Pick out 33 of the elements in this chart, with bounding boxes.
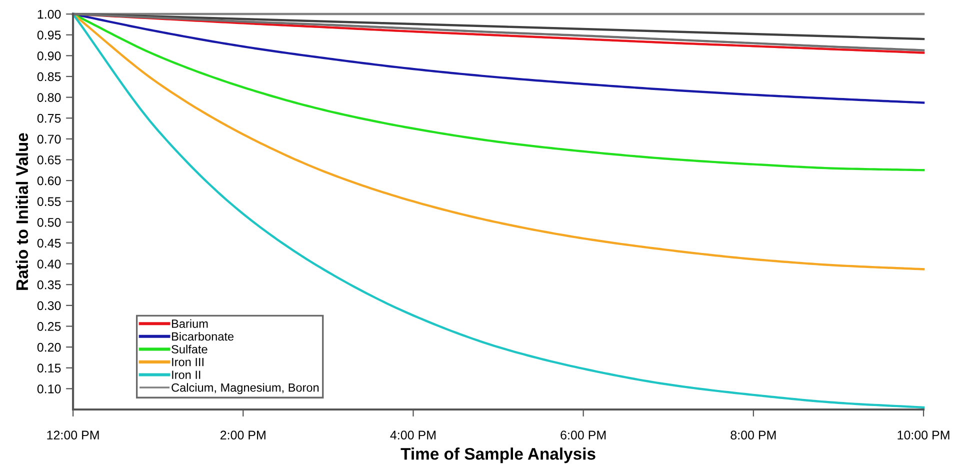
legend-label: Iron II xyxy=(172,370,200,379)
legend-label: Iron III xyxy=(172,358,204,366)
y-tick-label: 0.35 xyxy=(37,280,61,290)
y-tick-label: 0.15 xyxy=(37,364,61,373)
y-tick-label: 0.85 xyxy=(37,72,61,82)
y-tick-label: 0.25 xyxy=(37,322,61,331)
y-tick-label: 0.40 xyxy=(37,260,61,268)
x-tick-label: 4:00 PM xyxy=(390,430,436,440)
y-tick-label: 0.55 xyxy=(37,197,61,206)
y-tick-label: 0.30 xyxy=(37,301,61,310)
x-tick-label: 12:00 PM xyxy=(47,430,99,440)
legend-label: Barium xyxy=(172,319,208,328)
y-tick-label: 0.20 xyxy=(37,342,61,352)
x-tick-label: 8:00 PM xyxy=(730,430,776,440)
legend-label: Sulfate xyxy=(172,344,208,354)
y-tick-label: 0.95 xyxy=(37,30,61,40)
y-tick-label: 0.70 xyxy=(37,134,61,144)
x-tick-label: 10:00 PM xyxy=(898,430,950,440)
y-tick-label: 1.00 xyxy=(38,10,61,19)
y-tick-label: 0.45 xyxy=(37,238,61,248)
y-tick-label: 0.65 xyxy=(37,156,61,164)
y-tick-label: 0.50 xyxy=(37,218,61,227)
x-tick-label: 6:00 PM xyxy=(560,430,606,440)
y-tick-label: 0.60 xyxy=(37,176,61,186)
y-tick-label: 0.90 xyxy=(37,51,61,60)
x-tick-label: 2:00 PM xyxy=(220,430,266,440)
legend-label: Calcium, Magnesium, Boron xyxy=(172,383,319,394)
y-tick-label: 0.10 xyxy=(37,384,61,394)
legend-label: Bicarbonate xyxy=(172,332,234,341)
y-tick-label: 0.75 xyxy=(37,114,61,123)
y-tick-label: 0.80 xyxy=(37,93,61,102)
x-axis-title: Time of Sample Analysis xyxy=(400,448,596,464)
y-axis-title: Ratio to Initial Value xyxy=(16,133,28,290)
